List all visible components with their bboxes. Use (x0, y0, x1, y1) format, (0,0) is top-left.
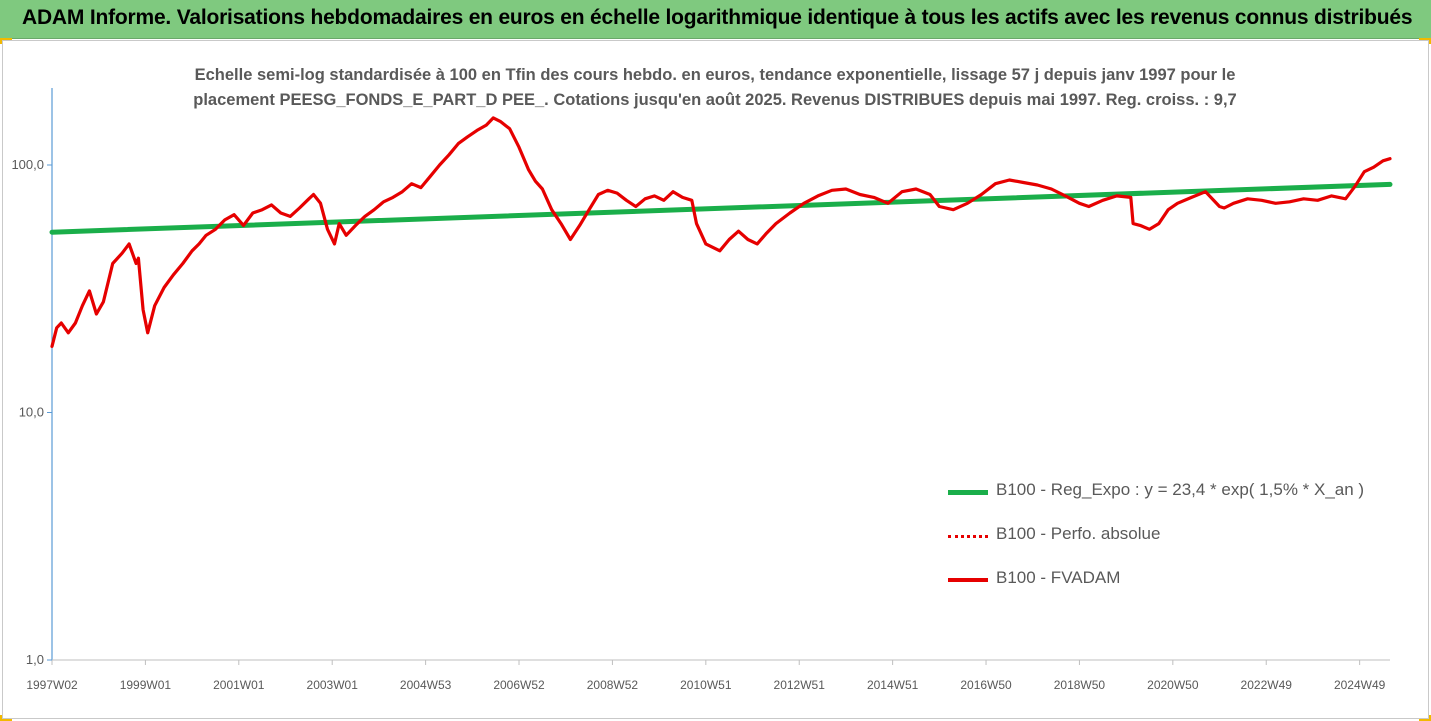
axes (47, 88, 1390, 661)
legend-swatch-perfo (948, 535, 988, 538)
header-bar: ADAM Informe. Valorisations hebdomadaire… (0, 0, 1431, 39)
legend-label-fvadam: B100 - FVADAM (996, 568, 1121, 587)
x-tick-label: 2004W53 (400, 678, 452, 692)
x-tick-label: 2010W51 (680, 678, 732, 692)
x-tick-label: 2016W50 (960, 678, 1012, 692)
chart-area (2, 40, 1429, 719)
x-tick-label: 2012W51 (774, 678, 826, 692)
series-layer (49, 116, 1393, 348)
x-tick-label: 2008W52 (587, 678, 639, 692)
legend-label-perfo: B100 - Perfo. absolue (996, 524, 1161, 543)
x-tick-label: 2018W50 (1054, 678, 1106, 692)
x-tick-label: 2022W49 (1241, 678, 1293, 692)
page-title: ADAM Informe. Valorisations hebdomadaire… (22, 6, 1413, 29)
legend-label-trend: B100 - Reg_Expo : y = 23,4 * exp( 1,5% *… (996, 480, 1365, 499)
x-tick-label: 1999W01 (120, 678, 172, 692)
legend-swatch-trend (948, 490, 988, 495)
chart-subtitle: Echelle semi-log standardisée à 100 en T… (150, 63, 1280, 113)
y-tick-label: 10,0 (19, 405, 44, 420)
chart-subtitle-line-1: Echelle semi-log standardisée à 100 en T… (194, 66, 1236, 84)
tick-labels: 1,0 10,0 100,0 1997W02 1999W01 2001W01 2003W01… (11, 157, 1385, 692)
chart-subtitle-line-2: placement PEESG_FONDS_E_PART_D PEE_. Cot… (193, 91, 1237, 109)
grid-lines (51, 660, 1361, 665)
y-tick-label: 1,0 (26, 652, 44, 667)
y-tick-label: 100,0 (11, 157, 44, 172)
x-tick-label: 2001W01 (213, 678, 265, 692)
x-tick-label: 2006W52 (493, 678, 545, 692)
fvadam-line (50, 116, 1392, 348)
trend-line (49, 181, 1393, 235)
x-tick-label: 2014W51 (867, 678, 919, 692)
x-tick-label: 2024W49 (1334, 678, 1386, 692)
x-tick-label: 2020W50 (1147, 678, 1199, 692)
legend-swatch-fvadam (948, 578, 988, 582)
x-tick-label: 1997W02 (26, 678, 78, 692)
x-tick-label: 2003W01 (307, 678, 359, 692)
